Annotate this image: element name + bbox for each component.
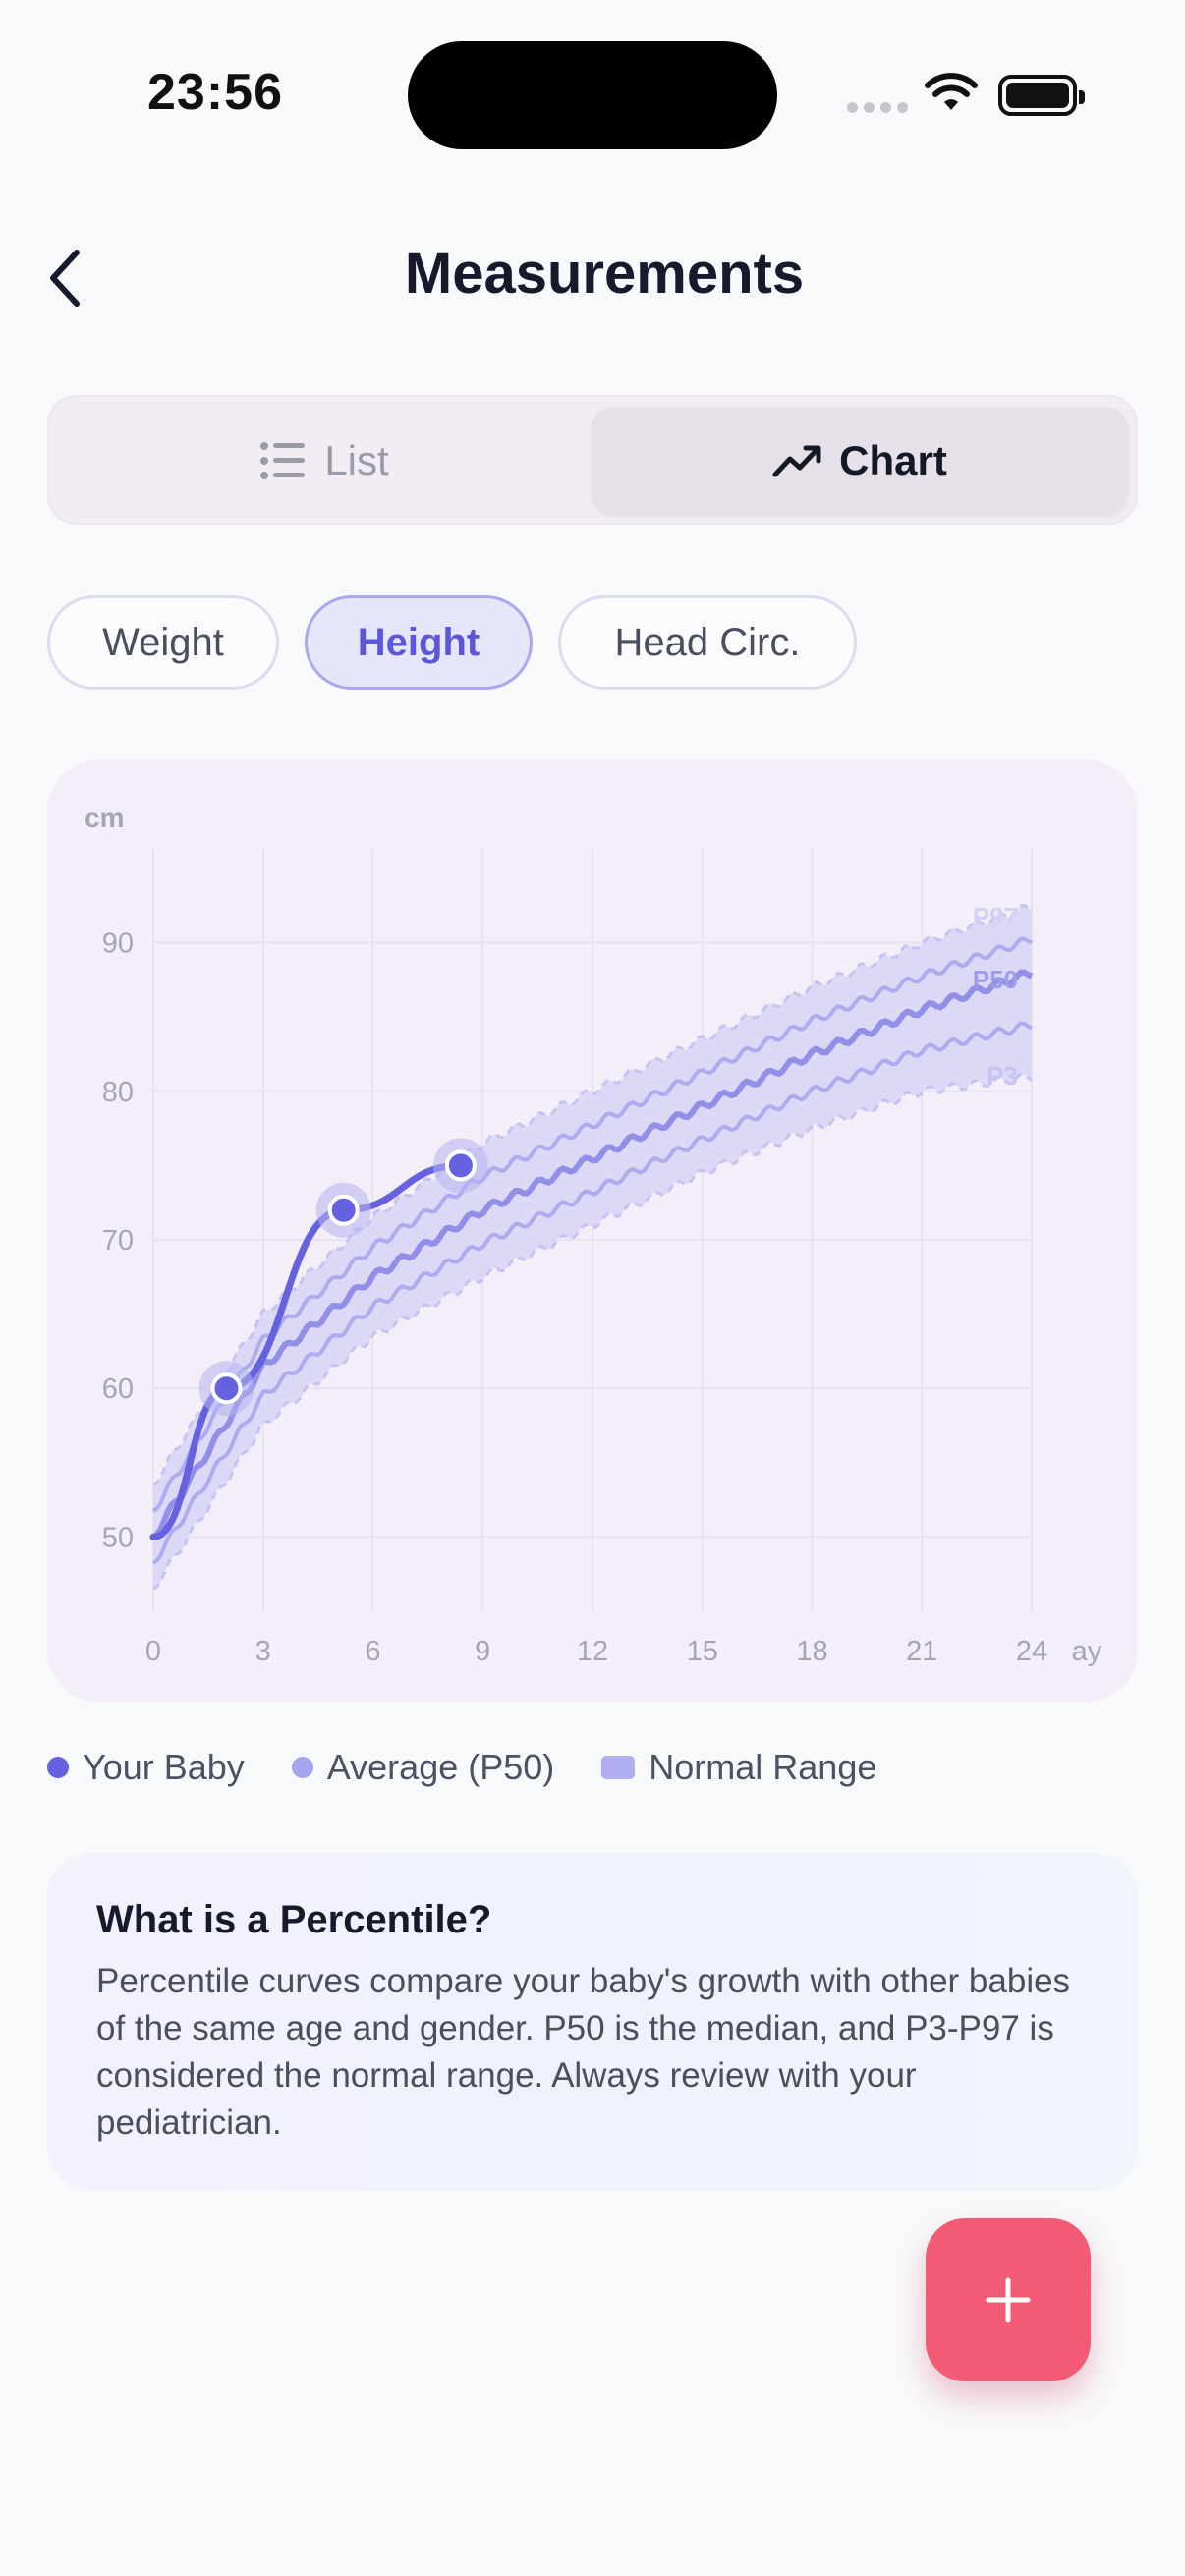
p97-label: P97 [973, 902, 1018, 931]
data-point [444, 1149, 477, 1182]
legend-marker [47, 1757, 69, 1778]
x-tick-label: 9 [475, 1636, 490, 1667]
legend-label: Average (P50) [326, 1747, 555, 1787]
filter-head-circ[interactable]: Head Circ. [558, 595, 857, 690]
y-tick-label: 90 [102, 928, 134, 960]
view-toggle: List Chart [47, 395, 1138, 525]
x-tick-label: 0 [145, 1636, 161, 1667]
page-title: Measurements [404, 242, 805, 306]
x-tick-label: 18 [796, 1636, 827, 1667]
p97-curve [152, 904, 1033, 1486]
percentile-info-card: What is a Percentile? Percentile curves … [47, 1853, 1138, 2191]
y-axis-label: cm [85, 803, 124, 833]
data-point [210, 1372, 243, 1405]
legend-your-baby: Your Baby [47, 1747, 245, 1788]
filter-height[interactable]: Height [305, 595, 533, 690]
plus-icon [986, 2277, 1031, 2323]
dynamic-island [408, 41, 777, 149]
trend-line-icon [772, 445, 821, 477]
wifi-icon [925, 73, 978, 110]
measurement-filters: Weight Height Head Circ. [47, 595, 857, 690]
status-bar: 23:56 [0, 0, 1185, 187]
legend-label: Your Baby [83, 1747, 245, 1787]
tab-chart[interactable]: Chart [592, 407, 1128, 515]
p50-label: P50 [973, 965, 1018, 994]
legend-marker [291, 1757, 313, 1778]
growth-chart: P97 P50 P3 50 60 70 80 90 0 3 6 9 12 15 18 21 24 cm ay [85, 803, 1102, 1667]
battery-icon [998, 75, 1085, 116]
y-tick-label: 70 [102, 1225, 134, 1257]
your-baby-line [149, 1161, 465, 1540]
p50-curve [151, 969, 1034, 1540]
x-tick-label: 12 [577, 1636, 608, 1667]
tab-list[interactable]: List [59, 407, 590, 515]
legend-marker [601, 1756, 636, 1779]
x-tick-label: 6 [365, 1636, 380, 1667]
filter-weight[interactable]: Weight [47, 595, 279, 690]
legend-normal-range: Normal Range [601, 1747, 876, 1788]
p15-curve [151, 1021, 1033, 1565]
info-body: Percentile curves compare your baby's gr… [96, 1962, 1071, 2142]
x-tick-label: 3 [255, 1636, 271, 1667]
tab-list-label: List [324, 437, 389, 483]
x-axis-label: ay [1072, 1636, 1102, 1667]
status-time: 23:56 [147, 64, 283, 121]
y-tick-label: 60 [102, 1373, 134, 1405]
chevron-left-icon [50, 250, 80, 307]
x-tick-label: 21 [906, 1636, 937, 1667]
list-icon [260, 442, 306, 479]
legend-label: Normal Range [649, 1747, 877, 1787]
x-tick-label: 24 [1016, 1636, 1047, 1667]
tab-chart-label: Chart [839, 437, 947, 483]
back-button[interactable] [35, 234, 94, 322]
p85-curve [151, 936, 1033, 1513]
y-tick-label: 80 [102, 1077, 134, 1108]
growth-chart-card: P97 P50 P3 50 60 70 80 90 0 3 6 9 12 15 18 21 24 cm ay [47, 760, 1138, 1702]
p3-label: P3 [987, 1061, 1018, 1091]
data-point [327, 1194, 360, 1226]
info-title: What is a Percentile? [96, 1898, 492, 1941]
legend-average: Average (P50) [291, 1747, 555, 1788]
add-measurement-button[interactable] [926, 2218, 1091, 2381]
y-tick-label: 50 [102, 1522, 134, 1553]
p3-curve [152, 1072, 1033, 1591]
signal-icon [847, 102, 908, 113]
normal-range-band [153, 905, 1032, 1590]
x-tick-label: 15 [687, 1636, 718, 1667]
chart-legend: Your Baby Average (P50) Normal Range [47, 1747, 876, 1788]
